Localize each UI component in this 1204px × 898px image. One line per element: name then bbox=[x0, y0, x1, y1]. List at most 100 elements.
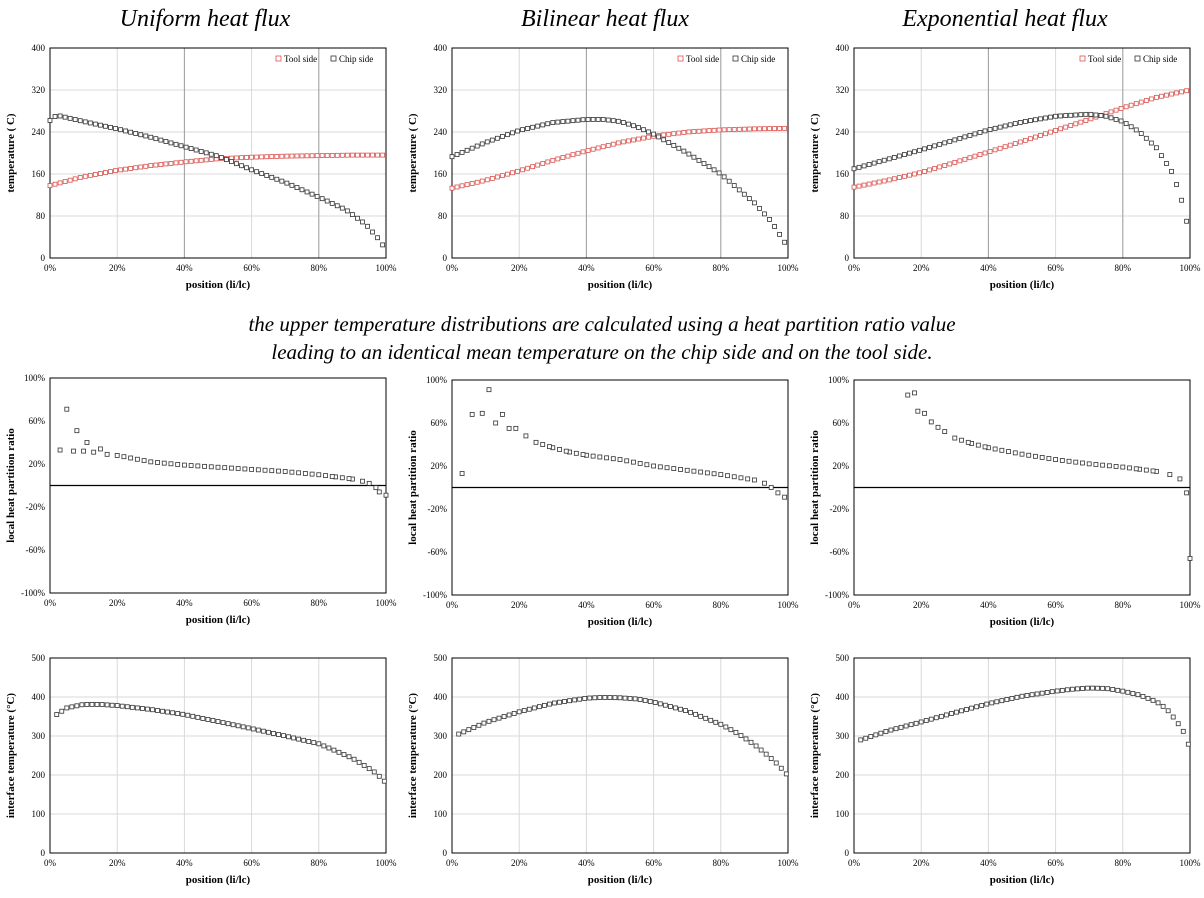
data-point bbox=[667, 704, 673, 709]
data-point bbox=[1165, 708, 1171, 714]
data-point bbox=[469, 412, 475, 417]
data-point bbox=[148, 163, 154, 168]
x-tick-label: 40% bbox=[578, 263, 595, 273]
data-point bbox=[469, 145, 475, 151]
data-point bbox=[299, 153, 305, 159]
data-point bbox=[902, 173, 907, 179]
data-point bbox=[595, 117, 601, 122]
data-point bbox=[965, 439, 971, 445]
data-point bbox=[575, 150, 581, 156]
data-point bbox=[577, 696, 583, 702]
data-point bbox=[711, 127, 717, 133]
data-point bbox=[676, 145, 682, 151]
data-point bbox=[881, 178, 887, 184]
data-point bbox=[511, 710, 517, 716]
data-point bbox=[957, 158, 963, 164]
y-axis-label: temperature ( C) bbox=[407, 113, 419, 193]
x-tick-label: 20% bbox=[109, 858, 126, 868]
data-point bbox=[464, 182, 470, 188]
data-point bbox=[349, 212, 355, 218]
data-point bbox=[500, 412, 505, 417]
data-point bbox=[942, 140, 948, 146]
data-point bbox=[276, 732, 281, 737]
data-point bbox=[783, 771, 789, 777]
data-point bbox=[741, 126, 747, 132]
data-point bbox=[173, 141, 179, 147]
data-point bbox=[113, 168, 118, 174]
legend-label: Chip side bbox=[741, 54, 775, 64]
y-tick-label: 100 bbox=[836, 809, 850, 819]
data-point bbox=[943, 712, 949, 718]
data-point bbox=[972, 131, 978, 137]
data-point bbox=[380, 152, 386, 158]
data-point bbox=[113, 126, 118, 131]
data-point bbox=[666, 131, 672, 137]
y-tick-label: 0 bbox=[845, 253, 850, 263]
data-point bbox=[620, 139, 626, 145]
data-point bbox=[1135, 692, 1141, 698]
data-point bbox=[183, 144, 189, 150]
data-point bbox=[331, 747, 337, 753]
data-point bbox=[746, 196, 752, 201]
data-point bbox=[767, 126, 772, 132]
data-point bbox=[479, 141, 485, 147]
data-point bbox=[180, 711, 186, 717]
data-point bbox=[370, 152, 375, 158]
data-point bbox=[1177, 476, 1183, 482]
data-point bbox=[547, 701, 552, 707]
data-point bbox=[928, 419, 934, 425]
data-point bbox=[515, 168, 520, 174]
data-point bbox=[195, 714, 201, 720]
data-point bbox=[768, 756, 774, 761]
data-point bbox=[927, 167, 932, 173]
data-point bbox=[1083, 118, 1089, 123]
data-point bbox=[375, 235, 381, 241]
x-tick-label: 100% bbox=[376, 858, 398, 868]
data-point bbox=[1014, 694, 1020, 700]
data-point bbox=[1083, 111, 1089, 117]
data-point bbox=[987, 149, 993, 154]
data-point bbox=[987, 127, 993, 132]
data-point bbox=[309, 191, 315, 197]
data-point bbox=[725, 473, 730, 479]
y-tick-label: 200 bbox=[32, 770, 46, 780]
data-point bbox=[708, 717, 714, 723]
data-point bbox=[195, 463, 201, 469]
x-tick-label: 20% bbox=[913, 263, 930, 273]
data-point bbox=[896, 153, 902, 159]
x-axis-label: position (li/lc) bbox=[186, 279, 251, 291]
data-point bbox=[153, 136, 159, 142]
data-point bbox=[1143, 98, 1149, 103]
data-point bbox=[1012, 141, 1018, 146]
data-point bbox=[1027, 118, 1033, 123]
x-tick-label: 40% bbox=[176, 858, 193, 868]
data-point bbox=[178, 159, 184, 165]
y-tick-label: 60% bbox=[833, 418, 850, 428]
data-point bbox=[244, 155, 249, 160]
data-point bbox=[782, 125, 788, 131]
data-point bbox=[72, 117, 78, 122]
data-point bbox=[279, 178, 285, 184]
data-point bbox=[1039, 690, 1045, 696]
y-axis-label: interface temperature (°C) bbox=[407, 693, 419, 818]
data-point bbox=[1113, 464, 1119, 469]
data-point bbox=[982, 128, 988, 134]
y-tick-label: 240 bbox=[32, 127, 46, 137]
data-point bbox=[360, 478, 365, 484]
data-point bbox=[641, 127, 646, 133]
data-point bbox=[505, 132, 510, 138]
data-point bbox=[87, 172, 93, 178]
data-point bbox=[223, 157, 229, 162]
plot-frame bbox=[49, 47, 387, 259]
data-point bbox=[716, 127, 722, 133]
data-point bbox=[1103, 113, 1109, 119]
legend-marker bbox=[1079, 55, 1086, 62]
x-axis-label: position (li/lc) bbox=[588, 616, 653, 628]
data-point bbox=[314, 193, 320, 199]
data-point bbox=[535, 162, 541, 168]
x-axis-label: position (li/lc) bbox=[990, 616, 1055, 628]
x-tick-label: 0% bbox=[446, 858, 459, 868]
y-tick-label: 500 bbox=[836, 653, 850, 663]
data-point bbox=[856, 183, 862, 189]
data-point bbox=[356, 759, 362, 765]
